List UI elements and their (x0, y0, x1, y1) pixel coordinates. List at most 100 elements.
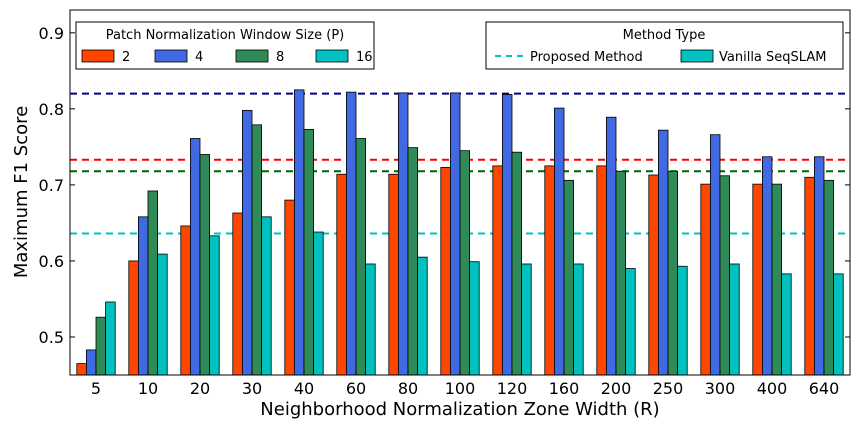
bar-p2-r300 (700, 183, 711, 376)
bar-p16-r60 (365, 263, 376, 376)
bar-p16-r250 (677, 265, 688, 376)
bar-p16-r30 (261, 216, 272, 376)
x-tick-label: 60 (346, 379, 366, 398)
y-tick-label: 0.8 (39, 100, 64, 119)
bar-p8-r10 (147, 190, 159, 376)
x-tick-label: 100 (445, 379, 476, 398)
bar-p2-r30 (232, 212, 243, 376)
legend-patch-swatch-16 (315, 49, 349, 63)
bar-p16-r100 (469, 261, 480, 376)
bar-p8-r200 (615, 170, 627, 376)
bar-p4-r400 (762, 156, 773, 376)
bar-p8-r160 (563, 179, 575, 376)
legend-patch-label-16: 16 (356, 50, 373, 65)
bar-p8-r30 (251, 124, 263, 376)
x-tick-label: 40 (294, 379, 314, 398)
legend-patch-swatch-8 (235, 49, 269, 63)
legend-patch-entries: 2 4 8 16 (81, 49, 373, 65)
bar-p2-r60 (336, 173, 347, 376)
bar-p2-r10 (128, 260, 139, 376)
x-tick-label: 250 (653, 379, 684, 398)
bar-p8-r80 (407, 147, 419, 376)
bar-p16-r40 (313, 231, 324, 376)
bar-p16-r120 (521, 263, 532, 376)
legend-patch-swatch-4 (154, 49, 188, 63)
y-axis-label: Maximum F1 Score (11, 106, 32, 278)
bar-p4-r80 (397, 92, 409, 376)
bar-p2-r5 (76, 363, 87, 376)
bar-p2-r250 (648, 174, 659, 376)
x-tick-label: 160 (549, 379, 580, 398)
x-tick-label: 300 (705, 379, 736, 398)
y-tick-label: 0.9 (39, 24, 64, 43)
x-tick-label: 200 (601, 379, 632, 398)
bar-p4-r640 (814, 156, 825, 376)
legend-patch-label-8: 8 (276, 50, 284, 65)
bar-p16-r300 (729, 263, 740, 376)
bar-p16-r160 (573, 263, 584, 376)
bar-p8-r640 (823, 179, 835, 376)
bar-p4-r30 (241, 109, 253, 376)
bar-p4-r5 (86, 349, 97, 376)
bar-p2-r160 (544, 165, 555, 376)
bar-p16-r10 (157, 253, 168, 376)
bar-p8-r60 (355, 138, 367, 376)
x-axis: 5 10 20 30 40 60 80 100 120 160 200 250 300 400 640 (91, 370, 839, 398)
bar-p16-r400 (781, 273, 792, 376)
legend-method-title: Method Type (623, 28, 706, 43)
legend-patch-label-2: 2 (122, 50, 130, 65)
bar-p2-r80 (388, 173, 399, 376)
x-tick-label: 10 (138, 379, 158, 398)
bar-p16-r200 (625, 268, 636, 376)
x-tick-label: 120 (497, 379, 528, 398)
bar-p4-r40 (293, 89, 305, 376)
y-tick-label: 0.7 (39, 176, 64, 195)
bar-p2-r40 (284, 199, 295, 376)
legend-patch-swatch-2 (81, 49, 115, 63)
bar-p8-r120 (511, 151, 523, 376)
bars (76, 89, 844, 376)
bar-p16-r20 (209, 235, 220, 376)
bar-p8-r40 (303, 128, 315, 376)
legend-method-type: Method Type Proposed Method Vanilla SeqS… (485, 21, 844, 70)
bar-p8-r400 (771, 183, 783, 376)
bar-p4-r20 (189, 138, 201, 376)
legend-patch-title: Patch Normalization Window Size (P) (106, 28, 345, 43)
y-tick-label: 0.5 (39, 328, 64, 347)
legend-proposed-method-label: Proposed Method (530, 50, 643, 65)
bar-p2-r100 (440, 167, 451, 376)
x-tick-label: 400 (757, 379, 788, 398)
x-tick-label: 80 (398, 379, 418, 398)
legend-patch-label-4: 4 (195, 50, 203, 65)
bar-p8-r5 (95, 316, 107, 376)
bar-p8-r20 (199, 154, 211, 376)
bar-p4-r120 (501, 94, 513, 376)
x-tick-label: 640 (809, 379, 840, 398)
y-tick-label: 0.6 (39, 252, 64, 271)
x-tick-label: 20 (190, 379, 210, 398)
bar-p4-r10 (137, 216, 149, 376)
bar-p16-r5 (105, 301, 116, 376)
legend-patch-window-size: Patch Normalization Window Size (P) 2 4 8 1… (75, 21, 375, 70)
bar-p4-r250 (658, 129, 669, 376)
legend-vanilla-seqslam-label: Vanilla SeqSLAM (719, 50, 826, 65)
bar-p4-r300 (710, 134, 721, 376)
x-tick-label: 30 (242, 379, 262, 398)
bar-p2-r640 (804, 176, 815, 376)
bar-p4-r200 (606, 116, 617, 376)
legend-method-frame (485, 21, 844, 70)
x-tick-label: 5 (91, 379, 101, 398)
bar-p2-r400 (752, 183, 763, 376)
bar-p4-r60 (345, 91, 357, 376)
bar-p4-r160 (554, 107, 565, 376)
legend-vanilla-seqslam-marker (680, 49, 714, 63)
bar-p2-r200 (596, 165, 607, 376)
bar-p16-r80 (417, 256, 428, 376)
bar-p8-r300 (719, 175, 731, 376)
bar-p2-r120 (492, 165, 503, 376)
bar-p4-r100 (449, 92, 461, 376)
y-axis: 0.5 0.6 0.7 0.8 0.9 (39, 24, 850, 347)
bar-p8-r100 (459, 150, 471, 376)
bar-p8-r250 (667, 170, 679, 376)
